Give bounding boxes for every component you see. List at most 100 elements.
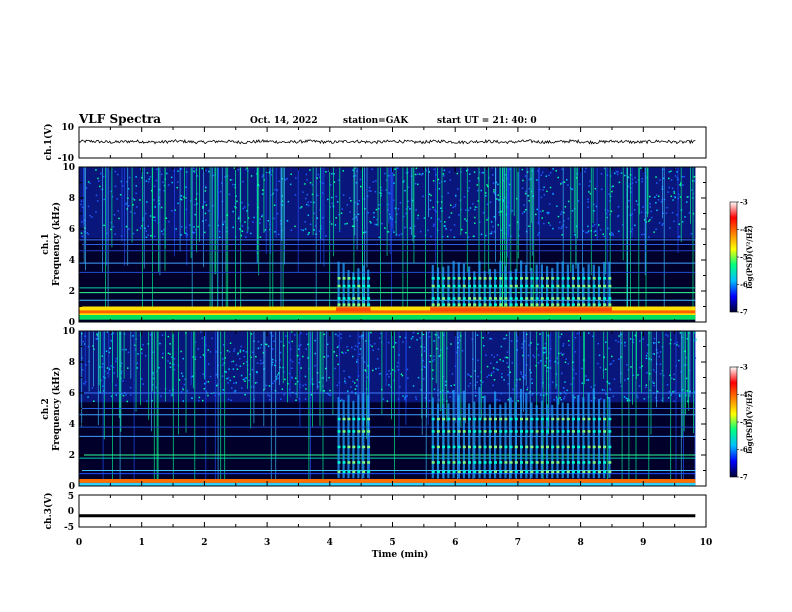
- burst-highlight: [337, 461, 341, 464]
- spectrogram-speckle: [158, 203, 160, 205]
- spectrogram-speckle: [377, 348, 380, 350]
- burst-highlight: [483, 461, 487, 464]
- burst-highlight: [452, 461, 456, 464]
- xtick-label: 1: [139, 538, 145, 548]
- spectrogram-speckle: [313, 229, 315, 231]
- spectrogram-speckle: [370, 190, 372, 192]
- spectrogram-speckle: [602, 233, 604, 235]
- spectrogram-speckle: [540, 174, 543, 176]
- spectrogram-speckle: [665, 212, 668, 214]
- spectrogram-speckle: [562, 343, 565, 345]
- spectrogram-speckle: [678, 394, 681, 396]
- spectrogram-speckle: [587, 198, 589, 201]
- spectrogram-speckle: [358, 200, 361, 202]
- burst-highlight: [452, 445, 456, 449]
- spectrogram-speckle: [467, 236, 470, 238]
- colorbar-tick-label: -5: [740, 253, 748, 262]
- spectrogram-speckle: [634, 224, 636, 227]
- spectrogram-speckle: [136, 206, 138, 208]
- spectrogram-speckle: [120, 180, 123, 183]
- burst-highlight: [457, 284, 461, 288]
- spectrogram-speckle: [329, 206, 331, 208]
- burst-column: [587, 392, 590, 479]
- burst-column: [494, 269, 497, 307]
- spectrogram-speckle: [571, 210, 574, 212]
- spectrogram-speckle: [247, 217, 250, 219]
- spectrogram-speckle: [201, 167, 203, 170]
- spectrogram-speckle: [167, 352, 170, 354]
- spectrogram-speckle: [80, 203, 82, 206]
- spectrogram-speckle: [262, 189, 264, 191]
- xtick-label: 4: [327, 538, 333, 548]
- spectrogram-speckle: [112, 366, 115, 369]
- spectrogram-speckle: [537, 354, 540, 356]
- spectrogram-speckle: [405, 172, 408, 174]
- spectrogram-speckle: [273, 340, 275, 342]
- spectrogram-speckle: [128, 205, 130, 207]
- spectrogram-speckle: [487, 332, 489, 334]
- burst-highlight: [525, 297, 529, 300]
- spectrogram-speckle: [172, 363, 174, 365]
- burst-highlight: [473, 461, 477, 464]
- spectrogram-speckle: [438, 188, 441, 190]
- spectrogram-speckle: [461, 228, 463, 231]
- burst-highlight: [431, 470, 435, 473]
- burst-highlight: [603, 461, 607, 464]
- burst-highlight: [546, 303, 549, 306]
- spectrogram-speckle: [674, 196, 677, 199]
- burst-highlight: [597, 417, 601, 421]
- spectrogram-speckle: [180, 195, 183, 197]
- spectrogram-speckle: [560, 183, 562, 185]
- spectrogram-speckle: [497, 183, 499, 186]
- spectrogram-speckle: [428, 331, 431, 333]
- spectrogram-speckle: [627, 185, 630, 188]
- spectrogram-speckle: [421, 173, 424, 175]
- spectrogram-speckle: [424, 366, 426, 369]
- spectrogram-speckle: [559, 397, 561, 399]
- burst-highlight: [357, 284, 361, 288]
- spectrogram-speckle: [496, 361, 498, 363]
- spectrogram-speckle: [556, 205, 558, 207]
- spectrogram-speckle: [523, 211, 526, 213]
- spectrogram-speckle: [397, 208, 400, 210]
- spectrogram-speckle: [327, 355, 329, 357]
- spectrogram-speckle: [284, 378, 286, 381]
- spectrogram-speckle: [87, 205, 90, 208]
- burst-highlight: [494, 461, 497, 464]
- spectrogram-speckle: [378, 373, 381, 375]
- spectrogram-speckle: [632, 341, 634, 344]
- spectrogram-speckle: [173, 363, 175, 366]
- burst-highlight: [499, 284, 503, 288]
- burst-highlight: [447, 297, 451, 300]
- spectrogram-speckle: [562, 386, 565, 389]
- spectrogram-speckle: [224, 357, 226, 359]
- spectrogram-speckle: [667, 335, 669, 337]
- spectrogram-speckle: [537, 234, 539, 236]
- spectrogram-speckle: [115, 360, 117, 363]
- spectrogram-speckle: [377, 207, 380, 210]
- spectrogram-speckle: [368, 190, 371, 192]
- spectrogram-speckle: [611, 186, 613, 188]
- spectrogram-speckle: [518, 234, 520, 237]
- spectrogram-speckle: [286, 177, 288, 180]
- burst-highlight: [431, 303, 435, 306]
- burst-highlight: [436, 470, 440, 473]
- spectrogram-speckle: [422, 195, 424, 198]
- burst-highlight: [352, 297, 356, 300]
- spectrogram-speckle: [620, 172, 623, 174]
- spectrogram-speckle: [658, 195, 660, 198]
- spectrogram-speckle: [122, 380, 124, 382]
- spectrogram-speckle: [114, 233, 116, 235]
- spectrogram-speckle: [242, 378, 245, 381]
- spectrogram-speckle: [570, 383, 572, 385]
- burst-highlight: [457, 430, 461, 433]
- burst-highlight: [362, 445, 366, 449]
- spectrogram-speckle: [548, 222, 550, 224]
- spectrogram-speckle: [195, 228, 197, 231]
- spectrogram-speckle: [291, 340, 293, 343]
- spectrogram-speckle: [665, 334, 667, 336]
- burst-highlight: [582, 284, 586, 288]
- burst-highlight: [462, 461, 466, 464]
- spectrogram-speckle: [268, 170, 271, 173]
- spectrogram-speckle: [81, 221, 83, 223]
